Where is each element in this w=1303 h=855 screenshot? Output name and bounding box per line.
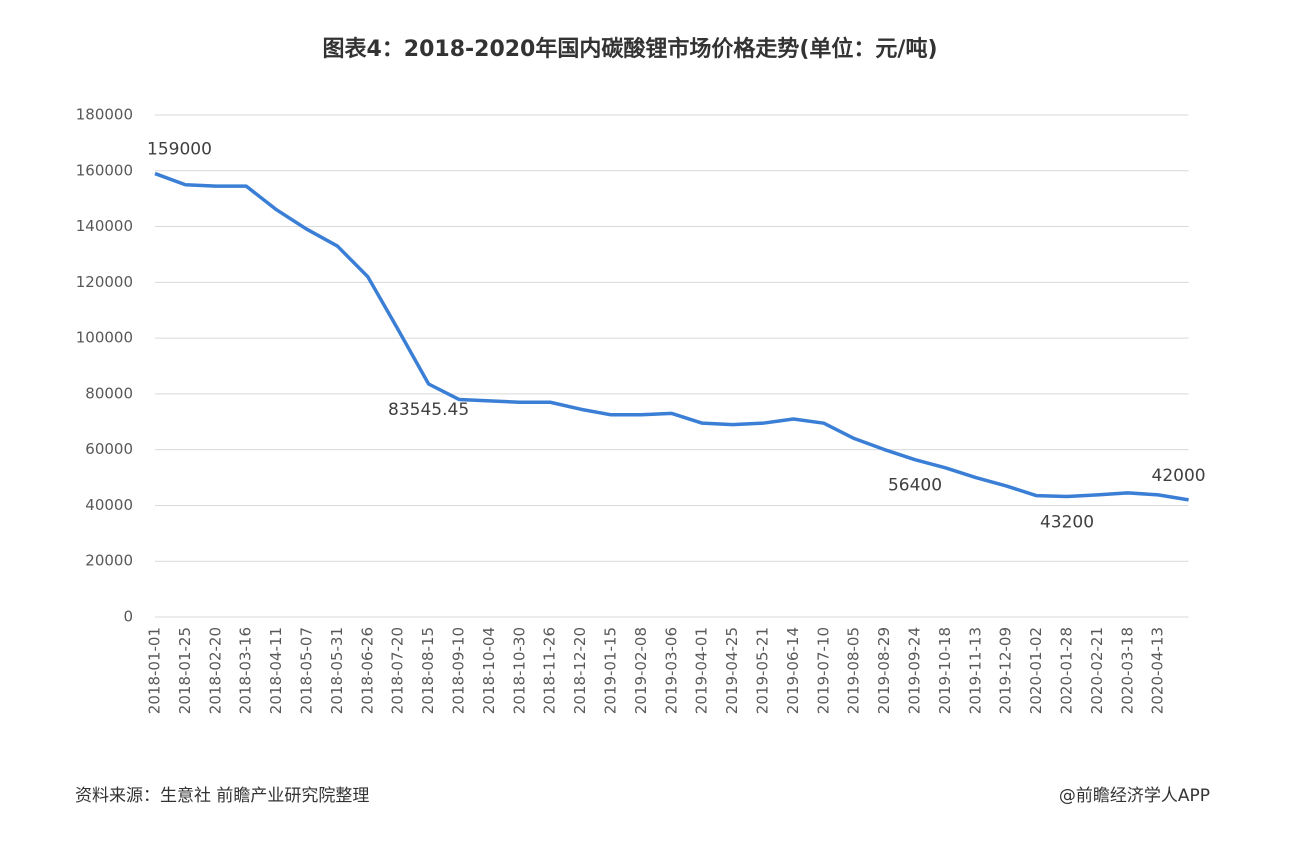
x-tick-label: 2018-12-20 <box>571 627 589 714</box>
x-tick-label: 2020-01-28 <box>1058 627 1076 714</box>
x-tick-label: 2019-02-08 <box>632 627 650 714</box>
y-tick-label: 140000 <box>76 217 133 235</box>
x-tick-label: 2019-04-25 <box>723 627 741 714</box>
x-tick-label: 2018-10-04 <box>480 627 498 714</box>
y-tick-label: 60000 <box>85 440 133 458</box>
x-tick-label: 2019-12-09 <box>997 627 1015 714</box>
x-tick-label: 2019-07-10 <box>814 627 832 714</box>
y-tick-label: 80000 <box>85 384 133 402</box>
y-tick-label: 100000 <box>76 329 133 347</box>
x-tick-label: 2019-05-21 <box>754 627 772 714</box>
source: 资料来源：生意社 前瞻产业研究院整理 <box>75 786 369 806</box>
x-tick-label: 2019-06-14 <box>784 627 802 714</box>
x-tick-label: 2018-04-11 <box>267 627 285 714</box>
x-tick-label: 2020-03-18 <box>1118 627 1136 714</box>
x-tick-label: 2019-09-24 <box>906 627 924 714</box>
x-tick-label: 2020-01-02 <box>1027 627 1045 714</box>
data-label: 42000 <box>1152 466 1206 486</box>
x-tick-label: 2019-08-05 <box>845 627 863 714</box>
x-tick-label: 2018-09-10 <box>450 627 468 714</box>
data-label: 56400 <box>888 476 942 496</box>
x-tick-label: 2018-03-16 <box>237 627 255 714</box>
y-tick-label: 20000 <box>85 552 133 570</box>
x-tick-label: 2018-01-25 <box>176 627 194 714</box>
x-tick-label: 2018-08-15 <box>419 627 437 714</box>
credit: @前瞻经济学人APP <box>1059 786 1210 806</box>
x-tick-label: 2018-02-20 <box>206 627 224 714</box>
y-tick-label: 160000 <box>76 161 133 179</box>
x-tick-label: 2018-11-26 <box>541 627 559 714</box>
x-tick-label: 2018-06-26 <box>358 627 376 714</box>
price-line <box>154 171 1189 502</box>
x-tick-label: 2020-02-21 <box>1088 627 1106 714</box>
chart-title: 图表4：2018-2020年国内碳酸锂市场价格走势(单位：元/吨) <box>322 36 937 62</box>
y-tick-label: 40000 <box>85 496 133 514</box>
x-tick-label: 2018-01-01 <box>146 627 164 714</box>
x-tick-label: 2019-04-01 <box>693 627 711 714</box>
data-label: 83545.45 <box>388 400 469 420</box>
x-tick-label: 2019-03-06 <box>662 627 680 714</box>
y-tick-label: 0 <box>123 608 133 626</box>
x-tick-label: 2020-04-13 <box>1149 627 1167 714</box>
x-tick-label: 2019-01-15 <box>602 627 620 714</box>
data-label: 159000 <box>147 140 212 160</box>
data-label: 43200 <box>1040 513 1094 533</box>
x-tick-label: 2018-07-20 <box>389 627 407 714</box>
x-tick-label: 2018-05-07 <box>298 627 316 714</box>
x-tick-label: 2018-10-30 <box>510 627 528 714</box>
x-tick-label: 2019-11-13 <box>966 627 984 714</box>
x-tick-label: 2019-10-18 <box>936 627 954 714</box>
x-tick-label: 2019-08-29 <box>875 627 893 714</box>
y-tick-label: 120000 <box>76 273 133 291</box>
y-tick-label: 180000 <box>76 106 133 124</box>
x-tick-label: 2018-05-31 <box>328 627 346 714</box>
